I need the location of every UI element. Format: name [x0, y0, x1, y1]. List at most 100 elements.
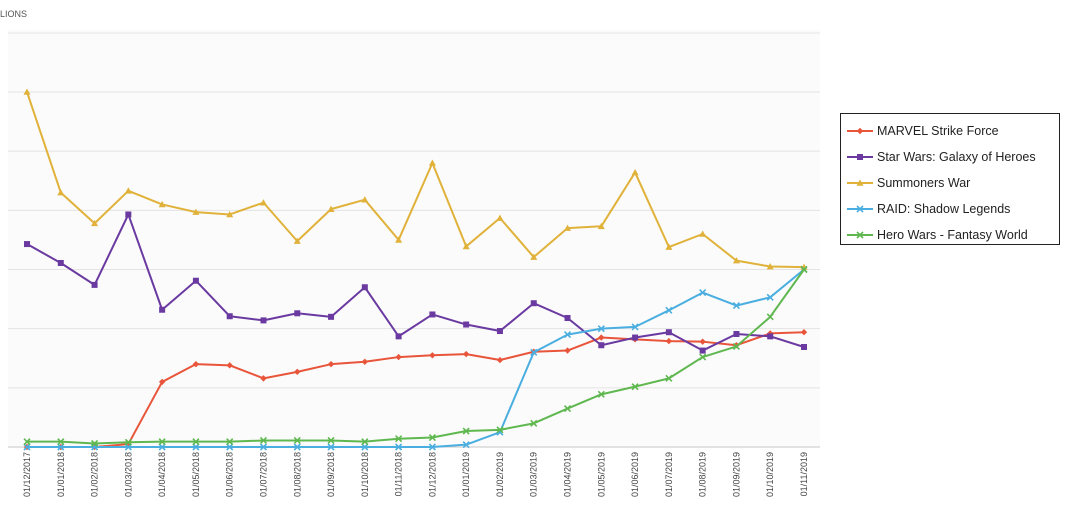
- legend-swatch-icon: [847, 231, 873, 239]
- data-point: [856, 205, 864, 213]
- data-point: [361, 358, 369, 365]
- data-point: [428, 159, 436, 166]
- data-point: [57, 438, 65, 446]
- data-point: [665, 306, 673, 314]
- plot-area: [8, 30, 820, 448]
- data-point: [124, 187, 132, 194]
- data-point: [361, 443, 369, 451]
- data-point: [158, 438, 166, 446]
- chart-legend: MARVEL Strike Force Star Wars: Galaxy of …: [840, 113, 1060, 245]
- data-point: [665, 243, 673, 250]
- x-tick-label: 01/08/2018: [292, 452, 302, 497]
- data-point: [361, 438, 369, 446]
- data-point: [631, 383, 639, 391]
- data-point: [91, 219, 99, 227]
- x-tick-label: 01/10/2019: [765, 452, 775, 497]
- data-point: [665, 374, 673, 382]
- data-point: [766, 263, 774, 270]
- data-point: [395, 435, 403, 443]
- data-point: [563, 404, 572, 413]
- data-point: [801, 344, 807, 351]
- data-point: [462, 427, 470, 435]
- data-point: [23, 88, 31, 95]
- legend-item: Star Wars: Galaxy of Heroes: [847, 144, 1059, 170]
- data-point: [563, 331, 572, 339]
- x-tick-label: 01/12/2018: [427, 452, 437, 497]
- series-line: [27, 268, 805, 448]
- data-point: [598, 342, 605, 349]
- legend-label: Star Wars: Galaxy of Heroes: [877, 150, 1036, 164]
- x-tick-label: 01/07/2018: [258, 452, 268, 497]
- data-point: [361, 284, 368, 291]
- x-tick-label: 01/04/2018: [157, 452, 167, 497]
- data-point: [24, 241, 30, 248]
- data-point: [631, 323, 639, 331]
- data-point: [699, 289, 707, 297]
- data-point: [57, 189, 65, 196]
- data-point: [192, 438, 200, 446]
- data-point: [766, 313, 774, 321]
- data-point: [259, 443, 268, 451]
- data-point: [699, 353, 707, 361]
- data-point: [857, 154, 863, 160]
- data-point: [90, 439, 99, 448]
- x-tick-label: 01/11/2019: [799, 452, 809, 496]
- data-point: [496, 426, 504, 434]
- data-point: [327, 436, 335, 445]
- data-point: [800, 329, 808, 336]
- legend-label: RAID: Shadow Legends: [877, 202, 1011, 216]
- data-point: [597, 325, 605, 333]
- data-point: [856, 231, 864, 239]
- data-point: [395, 333, 402, 340]
- data-point: [732, 342, 741, 350]
- x-tick-label: 01/07/2019: [664, 452, 674, 497]
- data-point: [293, 237, 301, 244]
- data-point: [856, 127, 864, 135]
- x-tick-label: 01/12/2017: [22, 452, 32, 497]
- series-line: [26, 91, 805, 269]
- data-point: [598, 334, 605, 341]
- data-point: [732, 257, 740, 264]
- data-point: [564, 315, 571, 322]
- data-point: [294, 368, 301, 376]
- data-point: [631, 168, 639, 176]
- data-point: [564, 224, 572, 231]
- legend-item: Hero Wars - Fantasy World: [847, 222, 1059, 248]
- y-axis-unit-label: LIONS: [0, 9, 28, 19]
- data-point: [462, 441, 470, 449]
- x-tick-label: 01/01/2019: [461, 452, 471, 497]
- data-point: [226, 210, 234, 218]
- series-line: [26, 213, 805, 352]
- x-tick-label: 01/04/2019: [563, 452, 573, 497]
- data-point: [665, 337, 673, 345]
- data-point: [259, 436, 268, 445]
- x-tick-label: 01/11/2018: [394, 452, 404, 496]
- data-point: [294, 310, 301, 317]
- data-point: [327, 443, 335, 451]
- legend-swatch-icon: [847, 205, 873, 213]
- data-point: [462, 242, 470, 250]
- data-point: [429, 352, 436, 359]
- series-line: [27, 268, 805, 445]
- data-point: [158, 200, 166, 208]
- legend-item: MARVEL Strike Force: [847, 118, 1059, 144]
- x-tick-label: 01/09/2018: [326, 452, 336, 497]
- series-group: [24, 211, 807, 354]
- data-point: [665, 329, 672, 336]
- legend-swatch-icon: [847, 127, 873, 135]
- x-tick-label: 01/08/2019: [698, 452, 708, 497]
- data-point: [124, 438, 132, 446]
- data-point: [564, 347, 571, 354]
- legend-swatch-icon: [847, 179, 873, 186]
- data-point: [428, 433, 436, 442]
- legend-item: Summoners War: [847, 170, 1059, 196]
- data-point: [57, 443, 65, 451]
- x-tick-label: 01/09/2019: [731, 452, 741, 497]
- data-point: [293, 436, 301, 445]
- data-point: [767, 333, 774, 340]
- x-tick-label: 01/05/2019: [596, 452, 606, 497]
- series-line: [27, 331, 805, 448]
- data-point: [496, 356, 504, 364]
- x-tick-label: 01/06/2019: [630, 452, 640, 497]
